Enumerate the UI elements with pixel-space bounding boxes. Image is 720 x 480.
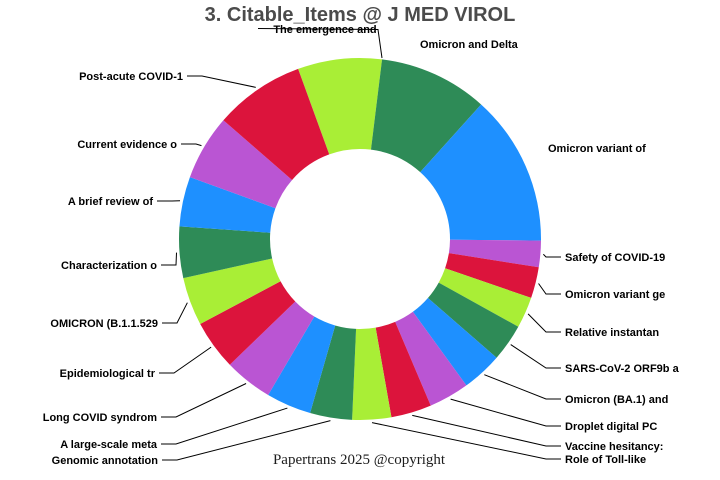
- slice-label: Current evidence o: [77, 139, 177, 151]
- slice-label: Post-acute COVID-1: [79, 71, 183, 83]
- pie-slice-18: [179, 177, 276, 233]
- leader-line: [162, 302, 188, 324]
- slice-label: Epidemiological tr: [60, 368, 156, 380]
- slice-label: Droplet digital PC: [565, 421, 657, 433]
- slice-label: Role of Toll-like: [565, 454, 646, 466]
- pie-slice-3: [420, 104, 541, 241]
- slice-label: Omicron variant ge: [565, 289, 665, 301]
- pie-slice-7: [427, 282, 519, 358]
- leader-line: [161, 407, 288, 445]
- leader-line: [371, 422, 561, 460]
- pie-slice-12: [310, 325, 357, 420]
- leader-line: [510, 344, 561, 369]
- slice-label: Omicron variant of: [548, 143, 646, 155]
- chart-title: 3. Citable_Items @ J MED VIROL: [204, 4, 516, 26]
- leader-line: [450, 398, 561, 427]
- pie-slice-6: [438, 268, 532, 327]
- pie-slice-1: [298, 58, 383, 155]
- pie-slice-10: [375, 321, 431, 418]
- leader-line: [161, 252, 178, 266]
- leader-line: [161, 383, 247, 418]
- pie-slice-19: [189, 120, 293, 209]
- slice-label: SARS-CoV-2 ORF9b a: [565, 363, 680, 375]
- pie-slice-20: [223, 68, 330, 180]
- slice-label: Omicron and Delta: [420, 39, 519, 51]
- pie-slice-17: [178, 226, 273, 279]
- leader-line: [162, 420, 331, 461]
- slice-label: Safety of COVID-19: [565, 252, 665, 264]
- slice-label: Omicron (BA.1) and: [565, 394, 668, 406]
- leader-line: [412, 414, 561, 447]
- slice-label: A brief review of: [68, 196, 154, 208]
- slice-label: Relative instantan: [565, 327, 659, 339]
- pie-slice-16: [183, 258, 281, 324]
- slice-label: The emergence and: [273, 24, 376, 36]
- leader-line: [527, 313, 561, 333]
- pie-slice-14: [229, 301, 315, 395]
- pie-slice-11: [352, 327, 392, 421]
- leader-line: [181, 143, 202, 147]
- pie-slice-8: [412, 298, 497, 386]
- leader-line: [257, 28, 383, 59]
- pie-slice-13: [268, 316, 336, 413]
- slice-label: Vaccine hesitancy:: [565, 441, 663, 453]
- leader-line: [543, 253, 561, 258]
- slice-label: Long COVID syndrom: [43, 412, 158, 424]
- copyright-text: Papertrans 2025 @copyright: [272, 452, 446, 468]
- pie-slice-15: [200, 281, 296, 365]
- leader-line: [484, 374, 561, 400]
- pie-slice-4: [448, 239, 541, 268]
- pie-slice-5: [445, 253, 539, 298]
- slice-label: Characterization o: [61, 260, 157, 272]
- slice-label: OMICRON (B.1.1.529: [50, 318, 158, 330]
- pie-slice-2: [370, 59, 482, 173]
- leader-line: [538, 283, 561, 295]
- leader-line: [159, 346, 212, 374]
- leader-line: [187, 75, 256, 88]
- slice-label: A large-scale meta: [60, 439, 158, 451]
- slice-label: Genomic annotation: [52, 455, 159, 467]
- pie-slice-9: [395, 311, 467, 406]
